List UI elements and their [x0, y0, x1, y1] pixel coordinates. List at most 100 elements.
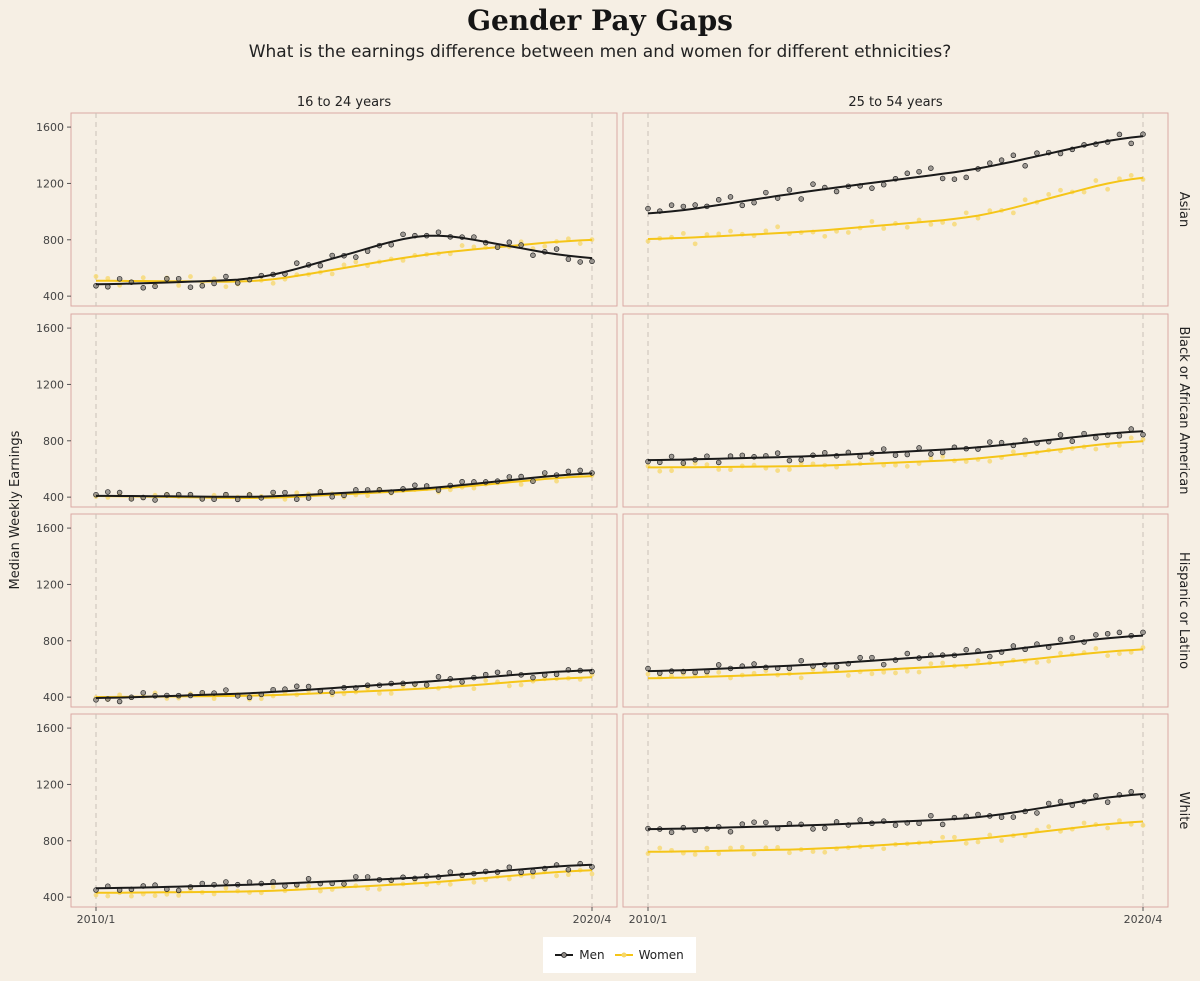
women-point [152, 893, 158, 899]
men-point [1093, 435, 1099, 441]
men-point [364, 874, 371, 880]
men-point [459, 679, 465, 685]
men-trend-line [647, 634, 1144, 673]
men-point [223, 879, 229, 885]
men-point [246, 694, 253, 701]
women-point [506, 876, 512, 882]
men-point [1045, 800, 1052, 807]
men-point [880, 181, 887, 188]
women-point [869, 671, 875, 677]
men-point [565, 256, 572, 262]
men-point [589, 258, 595, 265]
men-point [869, 185, 875, 191]
men-point [152, 497, 158, 503]
women-point [952, 834, 957, 840]
men-point [928, 165, 934, 171]
men-point [317, 262, 324, 269]
women-point [775, 468, 781, 474]
men-point [833, 664, 840, 670]
men-point [530, 674, 536, 681]
women-point [739, 844, 745, 850]
women-point [810, 849, 816, 854]
men-point [1093, 632, 1099, 638]
women-point [775, 224, 781, 230]
women-point [1046, 824, 1052, 830]
women-point [471, 485, 477, 491]
men-point [1104, 630, 1111, 637]
row-strip-label: White [1176, 792, 1191, 830]
men-point [998, 157, 1005, 163]
men-point [751, 819, 757, 825]
women-point [669, 468, 674, 474]
women-point [258, 696, 264, 702]
women-trend-line [647, 648, 1144, 680]
men-point [668, 829, 675, 836]
men-point [987, 653, 993, 660]
women-point [692, 241, 698, 247]
men-point [1034, 810, 1040, 816]
women-trend-line [647, 176, 1144, 240]
women-point [1058, 650, 1063, 656]
women-point [140, 275, 146, 281]
women-point [928, 661, 934, 667]
women-point [1010, 449, 1016, 455]
women-point [105, 275, 111, 281]
women-point [306, 883, 311, 889]
men-point [506, 474, 513, 480]
row-strip-label: Hispanic or Latino [1176, 552, 1191, 669]
panel-border [622, 713, 1169, 908]
women-point [963, 840, 969, 846]
men-point [459, 478, 465, 485]
men-point [939, 821, 946, 828]
men-point [223, 273, 229, 280]
men-point [412, 482, 418, 489]
women-trend-line [647, 820, 1144, 853]
men-point [751, 661, 757, 667]
women-point [975, 839, 981, 845]
men-point [400, 231, 406, 238]
men-point [353, 254, 359, 260]
women-point [869, 457, 875, 463]
men-point [904, 170, 911, 177]
men-point [680, 203, 687, 210]
men-point [727, 194, 734, 200]
women-point [657, 845, 663, 851]
women-point [1081, 820, 1087, 826]
y-tick-label: 1600 [36, 121, 64, 134]
women-point [763, 228, 769, 234]
women-point [751, 851, 757, 857]
women-point [893, 462, 898, 468]
x-tick-label: 2020/4 [1124, 913, 1163, 926]
men-point [822, 450, 828, 456]
men-point [857, 817, 863, 823]
men-point [294, 260, 300, 266]
men-point [668, 202, 675, 208]
women-point [223, 885, 229, 891]
men-point [553, 246, 560, 252]
women-point [341, 262, 347, 268]
men-point [1057, 636, 1064, 643]
women-point [577, 241, 583, 247]
women-point [1093, 646, 1099, 651]
women-point [471, 879, 477, 885]
women-point [365, 493, 371, 499]
women-point [987, 832, 993, 838]
women-point [129, 893, 134, 899]
men-point [798, 657, 804, 664]
men-point [223, 687, 229, 693]
women-point [93, 274, 99, 279]
women-point [645, 238, 651, 244]
men-point [270, 489, 276, 496]
panel-border [70, 713, 618, 908]
men-point [542, 470, 548, 476]
row-strip-label: Asian [1176, 192, 1191, 227]
men-point [928, 812, 934, 819]
women-point [506, 683, 512, 689]
men-point [904, 451, 911, 458]
men-point [810, 826, 816, 832]
women-point [822, 233, 828, 239]
women-point [881, 226, 887, 231]
men-point [164, 275, 170, 282]
panel-border [622, 112, 1169, 307]
women-point [1117, 818, 1122, 824]
